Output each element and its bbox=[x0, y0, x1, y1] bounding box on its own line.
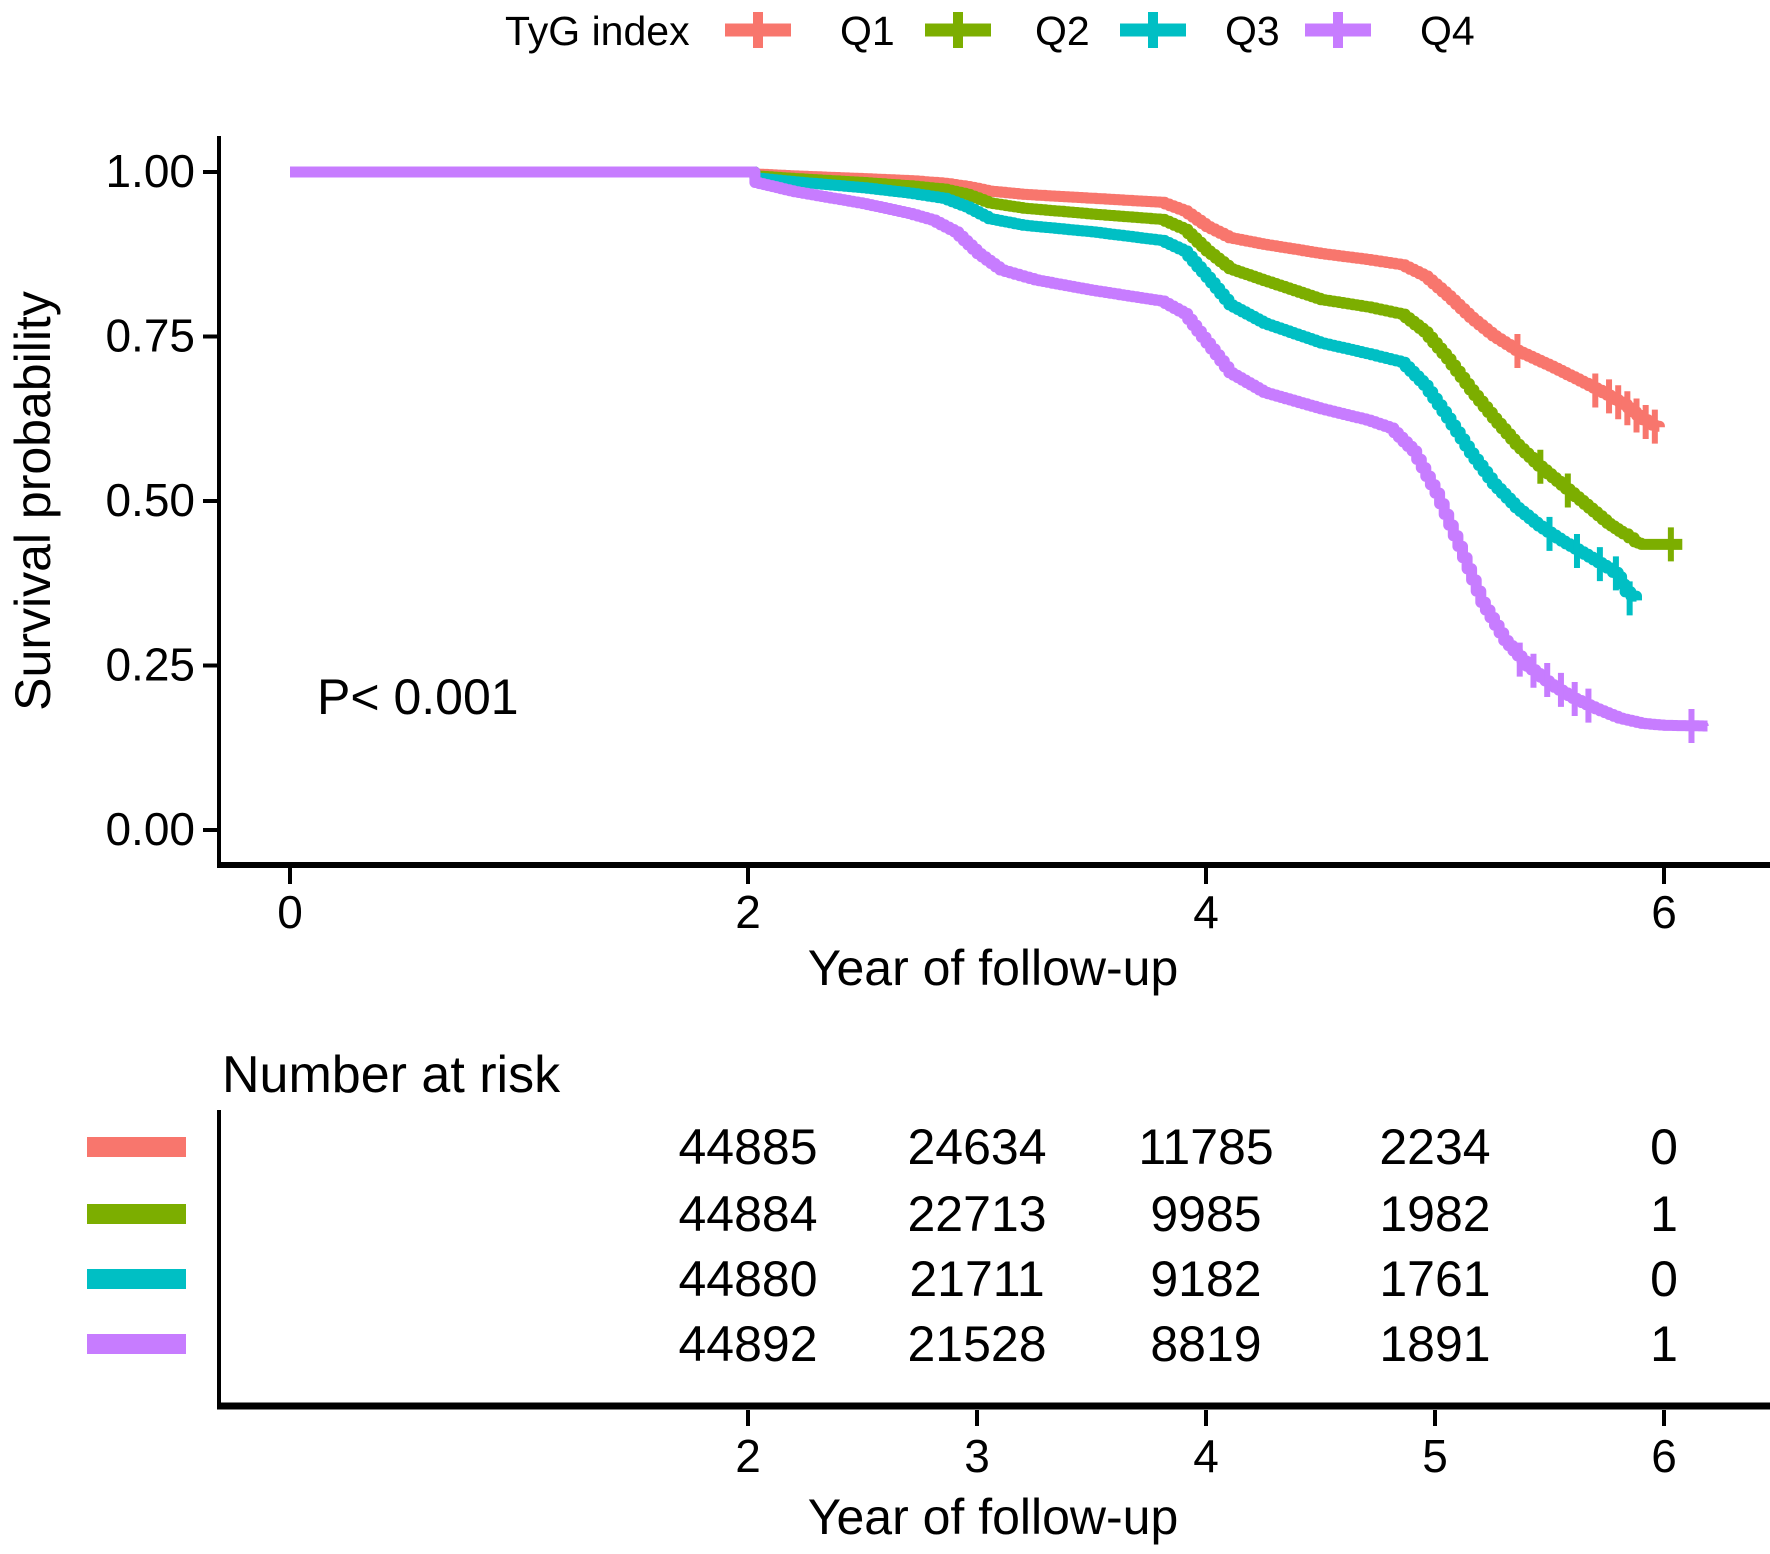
survival-curve-q2 bbox=[290, 166, 1683, 550]
y-tick-marks bbox=[203, 170, 217, 832]
risk-swatch-q4 bbox=[87, 1334, 186, 1354]
y-tick-label: 1.00 bbox=[105, 145, 195, 197]
risk-table-title: Number at risk bbox=[222, 1046, 561, 1104]
risk-x-tick-label: 3 bbox=[964, 1430, 990, 1482]
p-value-annotation: P< 0.001 bbox=[317, 669, 519, 725]
risk-count: 1761 bbox=[1379, 1251, 1490, 1307]
legend-key-glyphs bbox=[725, 12, 1371, 48]
risk-count: 11785 bbox=[1138, 1119, 1273, 1175]
x-axis-title: Year of follow-up bbox=[808, 940, 1179, 996]
x-tick-label: 0 bbox=[277, 886, 303, 938]
risk-count: 1 bbox=[1650, 1316, 1678, 1372]
x-tick-labels: 0 2 4 6 bbox=[277, 886, 1677, 938]
risk-count: 2234 bbox=[1379, 1119, 1490, 1175]
legend-label-q2: Q2 bbox=[1035, 8, 1090, 54]
risk-count: 44892 bbox=[678, 1316, 817, 1372]
risk-number-grid: 44885 24634 11785 2234 0 44884 22713 9985 1982 1 4… bbox=[678, 1119, 1677, 1372]
risk-tick-labels: 2 3 4 5 6 bbox=[735, 1430, 1677, 1482]
survival-plot: 1.00 0.75 0.50 0.25 0.00 0 2 4 6 Survival proba… bbox=[5, 136, 1770, 996]
legend-label-q4: Q4 bbox=[1420, 8, 1475, 54]
x-tick-label: 2 bbox=[735, 886, 761, 938]
risk-tick-marks bbox=[746, 1410, 1666, 1426]
risk-count: 21528 bbox=[907, 1316, 1046, 1372]
legend-title: TyG index bbox=[505, 8, 690, 54]
survival-curve-q4 bbox=[290, 166, 1709, 732]
risk-count: 9985 bbox=[1150, 1186, 1261, 1242]
risk-count: 8819 bbox=[1150, 1316, 1261, 1372]
risk-x-tick-label: 6 bbox=[1651, 1430, 1677, 1482]
risk-count: 9182 bbox=[1150, 1251, 1261, 1307]
risk-count: 44884 bbox=[678, 1186, 817, 1242]
risk-x-tick-label: 5 bbox=[1422, 1430, 1448, 1482]
risk-count: 0 bbox=[1650, 1251, 1678, 1307]
y-axis-title: Survival probability bbox=[5, 291, 61, 711]
risk-count: 1891 bbox=[1379, 1316, 1490, 1372]
risk-swatch-q2 bbox=[87, 1204, 186, 1224]
risk-x-tick-label: 4 bbox=[1193, 1430, 1219, 1482]
risk-count: 21711 bbox=[909, 1251, 1044, 1307]
risk-x-axis-title: Year of follow-up bbox=[808, 1489, 1179, 1545]
risk-count: 0 bbox=[1650, 1119, 1678, 1175]
risk-count: 22713 bbox=[907, 1186, 1046, 1242]
risk-row-swatches bbox=[87, 1137, 186, 1354]
x-tick-label: 6 bbox=[1651, 886, 1677, 938]
y-tick-label: 0.75 bbox=[105, 310, 195, 362]
survival-curve-q3 bbox=[290, 166, 1642, 602]
risk-count: 1 bbox=[1650, 1186, 1678, 1242]
risk-count: 24634 bbox=[907, 1119, 1046, 1175]
survival-curves bbox=[290, 166, 1709, 744]
risk-count: 44885 bbox=[678, 1119, 817, 1175]
y-tick-labels: 1.00 0.75 0.50 0.25 0.00 bbox=[105, 145, 195, 855]
x-tick-label: 4 bbox=[1193, 886, 1219, 938]
risk-table: Number at risk 44885 24634 11785 2234 0 44884… bbox=[87, 1046, 1770, 1545]
y-tick-label: 0.25 bbox=[105, 639, 195, 691]
legend-label-q3: Q3 bbox=[1225, 8, 1280, 54]
y-tick-label: 0.50 bbox=[105, 474, 195, 526]
risk-count: 44880 bbox=[678, 1251, 817, 1307]
y-tick-label: 0.00 bbox=[105, 803, 195, 855]
risk-swatch-q3 bbox=[87, 1269, 186, 1289]
risk-swatch-q1 bbox=[87, 1137, 186, 1157]
legend: TyG index Q1 Q2 Q3 Q4 bbox=[505, 8, 1475, 54]
legend-label-q1: Q1 bbox=[840, 8, 895, 54]
risk-count: 1982 bbox=[1379, 1186, 1490, 1242]
x-tick-marks bbox=[288, 868, 1666, 884]
risk-x-tick-label: 2 bbox=[735, 1430, 761, 1482]
